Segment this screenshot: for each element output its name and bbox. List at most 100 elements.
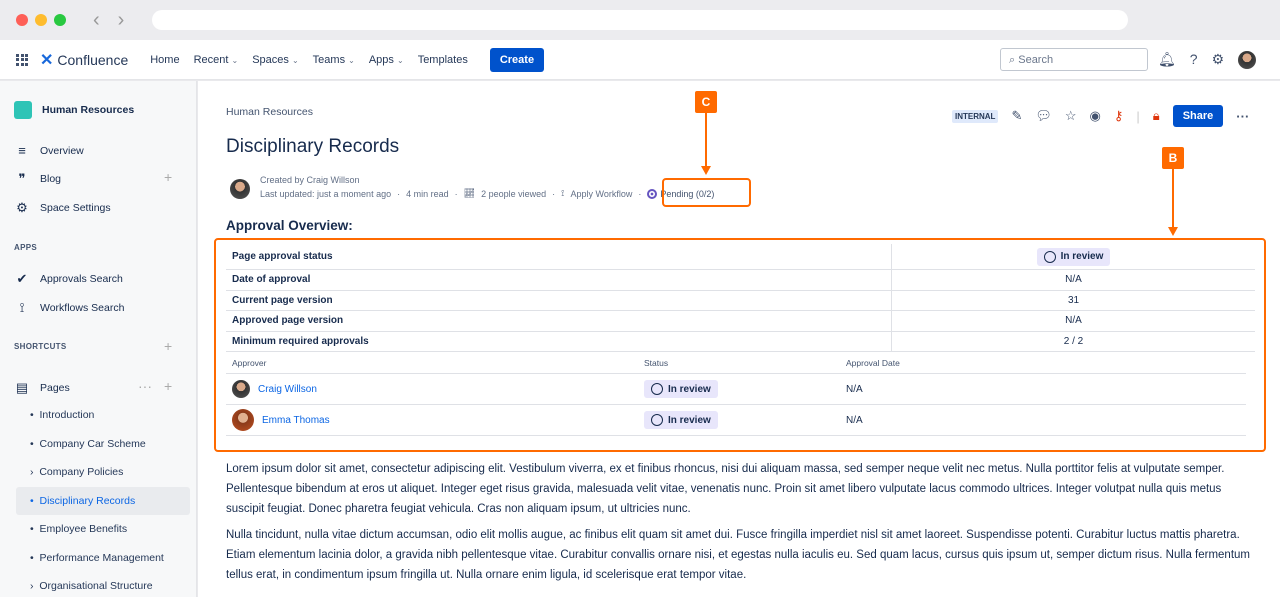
classification-badge[interactable]: INTERNAL	[952, 109, 999, 123]
chevron-down-icon: ⌄	[231, 55, 239, 65]
row-value: 2 / 2	[1063, 335, 1084, 347]
breadcrumb[interactable]: Human Resources	[226, 106, 313, 118]
read-time: 4 min read	[406, 188, 449, 199]
page-item[interactable]: › Company Policies	[30, 466, 124, 478]
page-item[interactable]: • Company Car Scheme	[30, 438, 146, 450]
highlight-pending	[662, 178, 751, 207]
nav-home[interactable]: Home	[150, 53, 180, 66]
edit-icon[interactable]: ✎	[1011, 108, 1023, 123]
sidebar-item-pages[interactable]: ▤ Pages	[15, 380, 70, 395]
views[interactable]: 2 people viewed	[481, 188, 547, 199]
forward-icon[interactable]: ›	[117, 8, 125, 31]
back-icon[interactable]: ‹	[93, 8, 100, 31]
page-item[interactable]: • Introduction	[30, 409, 95, 421]
star-icon[interactable]: ☆	[1064, 108, 1077, 123]
app-switcher-icon[interactable]	[16, 53, 28, 66]
browser-chrome: ‹ ›	[0, 0, 1280, 40]
pending-status[interactable]: Pending (0/2)	[647, 188, 714, 199]
row-label: Minimum required approvals	[226, 331, 892, 351]
avatar	[232, 380, 250, 398]
apply-workflow[interactable]: Apply Workflow	[570, 188, 633, 199]
notifications-icon[interactable]: 🔔︎	[1158, 51, 1176, 67]
top-nav: ✕ Confluence Home Recent ⌄ Spaces ⌄ Teams…	[0, 40, 1280, 80]
page-item[interactable]: • Employee Benefits	[30, 523, 128, 535]
sidebar-item-approvals-search[interactable]: ✔ Approvals Search	[14, 271, 123, 287]
circle-icon	[1043, 250, 1056, 263]
highlight-approval-table	[214, 238, 1266, 452]
sidebar-item-workflows-search[interactable]: ⟟ Workflows Search	[14, 300, 125, 316]
add-blog-icon[interactable]: +	[164, 169, 173, 185]
help-icon[interactable]: ?	[1189, 51, 1198, 67]
settings-icon[interactable]: ⚙	[1211, 51, 1225, 67]
approver-link[interactable]: Emma Thomas	[262, 414, 330, 426]
page-item-selected[interactable]: • Disciplinary Records	[16, 487, 190, 515]
space-header[interactable]: Human Resources	[14, 101, 134, 119]
last-updated[interactable]: Last updated: just a moment ago	[260, 188, 392, 199]
pages-icon: ▤	[15, 380, 29, 395]
arrow-b	[1172, 169, 1174, 229]
key-icon[interactable]: ⚷	[1113, 108, 1124, 123]
page-item[interactable]: › Organisational Structure	[30, 580, 153, 592]
sidebar-item-space-settings[interactable]: ⚙ Space Settings	[14, 200, 110, 216]
sidebar-item-blog[interactable]: ❞ Blog	[14, 171, 62, 187]
body-paragraph: Lorem ipsum dolor sit amet, consectetur …	[226, 463, 1225, 515]
approvers-table: Approver Status Approval Date Craig Willso…	[226, 352, 1246, 436]
apps-header: APPS	[14, 243, 37, 252]
search-icon: ⌕	[1009, 54, 1016, 66]
page-title: Disciplinary Records	[226, 136, 400, 157]
sidebar: Human Resources ≡ Overview ❞ Blog + ⚙ Space…	[0, 81, 197, 597]
avatar[interactable]	[1238, 51, 1257, 69]
nav-teams[interactable]: Teams ⌄	[312, 53, 355, 66]
lock-icon[interactable]: 🔒︎	[1152, 108, 1160, 123]
nav-apps[interactable]: Apps ⌄	[368, 53, 404, 66]
byline: Created by Craig Willson Last updated: j…	[230, 175, 714, 199]
nav-recent[interactable]: Recent ⌄	[193, 53, 239, 66]
status-lozenge: In review	[1036, 247, 1111, 266]
chevron-right-icon: ›	[30, 466, 34, 478]
share-button[interactable]: Share	[1172, 105, 1224, 127]
arrow-c	[705, 113, 707, 168]
add-shortcut-icon[interactable]: +	[164, 338, 173, 354]
chevron-down-icon: ⌄	[291, 55, 299, 65]
row-value: N/A	[1065, 315, 1082, 327]
add-page-icon[interactable]: +	[164, 378, 173, 394]
circle-icon	[651, 414, 663, 426]
sidebar-item-overview[interactable]: ≡ Overview	[14, 143, 84, 158]
table-row: Craig Willson In review N/A	[226, 374, 1246, 405]
marker-b: B	[1162, 147, 1184, 169]
page-item[interactable]: • Performance Management	[30, 552, 164, 564]
approval-heading: Approval Overview:	[226, 218, 353, 233]
search-input[interactable]: ⌕ Search	[1000, 48, 1148, 71]
row-label: Current page version	[226, 290, 892, 310]
status-lozenge: In review	[644, 380, 718, 398]
row-label: Approved page version	[226, 311, 892, 331]
status-lozenge: In review	[644, 411, 718, 429]
shortcuts-header: SHORTCUTS	[14, 342, 67, 351]
minimize-window-button[interactable]	[35, 14, 47, 26]
table-row: Emma Thomas In review N/A	[226, 405, 1246, 436]
approver-link[interactable]: Craig Willson	[258, 383, 317, 395]
arrowhead-c	[701, 166, 711, 175]
confluence-logo[interactable]: ✕ Confluence	[40, 51, 129, 69]
chevron-down-icon: ⌄	[396, 55, 404, 65]
comment-icon[interactable]: 💬︎	[1035, 108, 1052, 123]
nav-templates[interactable]: Templates	[417, 53, 468, 66]
close-window-button[interactable]	[16, 14, 28, 26]
gear-icon: ⚙	[16, 200, 28, 215]
nav-spaces[interactable]: Spaces ⌄	[252, 53, 299, 66]
workflow-icon: ⟟	[561, 188, 565, 198]
create-button[interactable]: Create	[489, 47, 545, 72]
page-content: Human Resources INTERNAL ✎ 💬︎ ☆ ◉ ⚷ | 🔒︎…	[198, 81, 1280, 597]
author-avatar[interactable]	[230, 179, 250, 199]
maximize-window-button[interactable]	[54, 14, 66, 26]
address-bar[interactable]	[152, 10, 1129, 30]
more-icon[interactable]: ···	[138, 378, 152, 394]
analytics-icon: 📈︎	[463, 188, 476, 198]
created-by: Created by Craig Willson	[260, 175, 360, 185]
watch-icon[interactable]: ◉	[1089, 108, 1101, 123]
approval-table: Page approval status In review Date of ap…	[226, 244, 1255, 436]
circle-icon	[651, 383, 663, 395]
divider: |	[1136, 108, 1140, 124]
more-actions-icon[interactable]: ···	[1236, 108, 1250, 124]
arrowhead-b	[1168, 227, 1178, 236]
